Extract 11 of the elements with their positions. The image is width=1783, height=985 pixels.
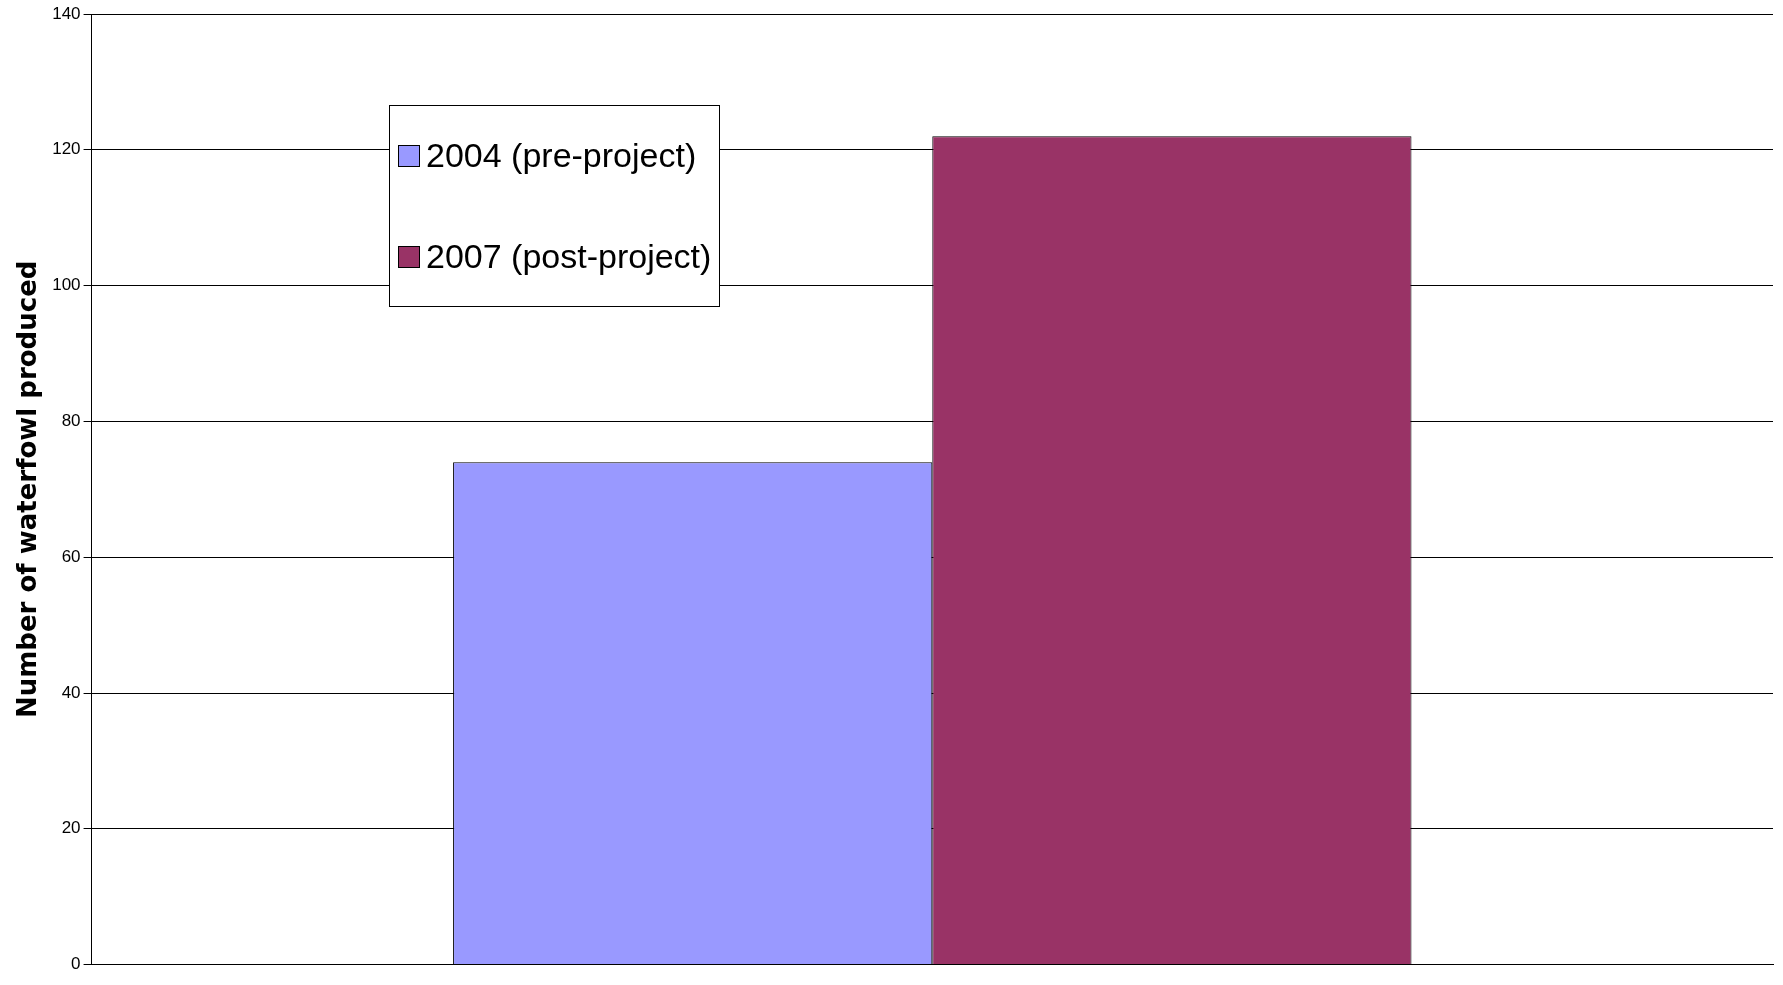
- y-tick-label: 100: [52, 275, 81, 295]
- y-tick-label: 20: [61, 818, 81, 838]
- y-tick-label: 40: [61, 682, 81, 702]
- y-tick-label: 120: [52, 139, 81, 159]
- y-tick-label: 140: [52, 3, 81, 23]
- y-axis-title: Number of waterfowl produced: [12, 260, 43, 718]
- y-tick-label: 0: [71, 954, 81, 974]
- legend-label: 2004 (pre-project): [426, 136, 697, 175]
- y-tick-label: 60: [61, 546, 81, 566]
- legend-label: 2007 (post-project): [426, 237, 712, 276]
- y-tick-label: 80: [61, 411, 81, 431]
